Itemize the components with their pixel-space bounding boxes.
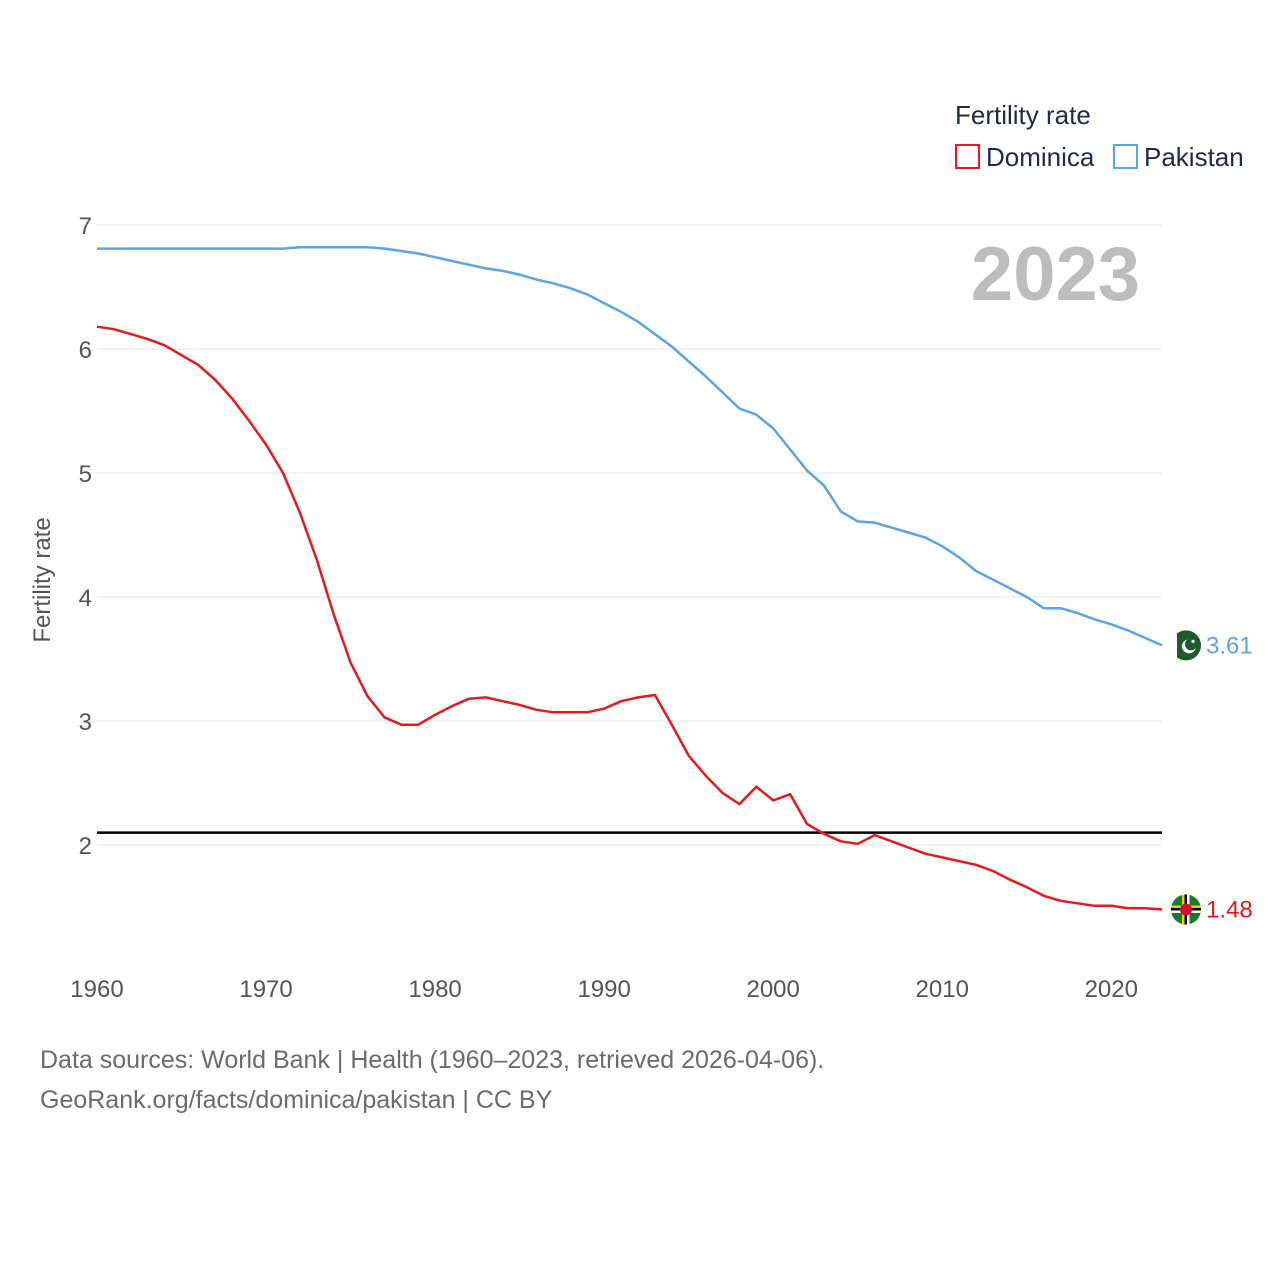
- y-tick-label: 5: [79, 461, 92, 488]
- year-label: 2023: [971, 232, 1140, 317]
- x-axis-ticks: 1960 1970 1980 1990 2000 2010 2020: [70, 976, 1138, 1003]
- legend-label-dominica: Dominica: [986, 142, 1095, 172]
- x-tick-label: 1980: [408, 976, 461, 1003]
- pakistan-flag-icon: [1171, 630, 1201, 661]
- legend-swatch-dominica: [955, 144, 980, 169]
- x-tick-label: 1970: [239, 976, 292, 1003]
- y-tick-label: 4: [79, 585, 92, 612]
- source-note: Data sources: World Bank | Health (1960–…: [40, 1040, 824, 1120]
- x-tick-label: 2020: [1085, 976, 1138, 1003]
- y-tick-label: 6: [79, 337, 92, 364]
- x-tick-label: 2010: [916, 976, 969, 1003]
- legend-item-pakistan[interactable]: Pakistan: [1113, 142, 1244, 172]
- y-axis-ticks: 2 3 4 5 6 7: [79, 213, 92, 860]
- y-axis-label: Fertility rate: [29, 517, 56, 642]
- source-line-2[interactable]: GeoRank.org/facts/dominica/pakistan | CC…: [40, 1086, 553, 1114]
- y-tick-label: 3: [79, 709, 92, 736]
- x-tick-label: 2000: [746, 976, 799, 1003]
- dominica-flag-icon: [1171, 894, 1201, 925]
- legend-label-pakistan: Pakistan: [1144, 142, 1244, 172]
- series-lines: [96, 246, 1163, 911]
- grid-lines: [97, 224, 1162, 846]
- legend-title: Fertility rate: [955, 100, 1091, 130]
- x-tick-label: 1960: [70, 976, 123, 1003]
- end-label-dominica: 1.48: [1206, 896, 1253, 923]
- y-tick-label: 7: [79, 213, 92, 240]
- end-label-pakistan: 3.61: [1206, 632, 1253, 659]
- x-tick-label: 1990: [577, 976, 630, 1003]
- legend-item-dominica[interactable]: Dominica: [955, 142, 1095, 172]
- source-line-1: Data sources: World Bank | Health (1960–…: [40, 1046, 825, 1074]
- legend-swatch-pakistan: [1113, 144, 1138, 169]
- series-line-pakistan[interactable]: [97, 246, 1163, 647]
- y-tick-label: 2: [79, 833, 92, 860]
- series-line-dominica[interactable]: [96, 325, 1163, 911]
- legend: Fertility rate Dominica Pakistan: [955, 100, 1244, 172]
